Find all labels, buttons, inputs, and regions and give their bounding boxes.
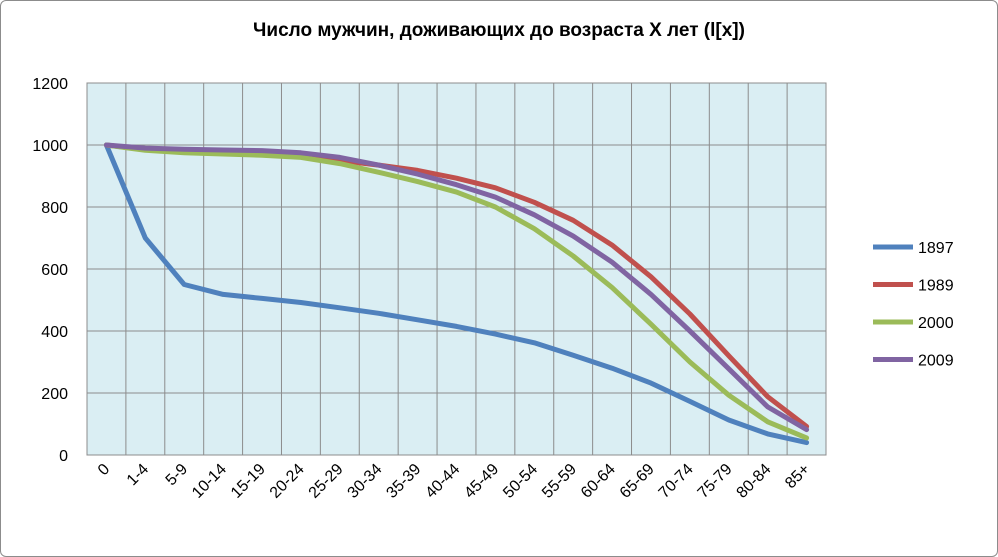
legend-label-1897: 1897 <box>918 240 954 257</box>
y-axis-ticks: 0 200 400 600 800 1000 1200 <box>32 76 68 465</box>
x-tick-label: 35-39 <box>383 461 424 502</box>
x-tick-label: 60-64 <box>578 461 619 502</box>
x-tick-label: 45-49 <box>461 461 502 502</box>
legend-label-2000: 2000 <box>918 315 954 332</box>
legend-label-1989: 1989 <box>918 278 954 295</box>
x-tick-label: 50-54 <box>500 461 541 502</box>
series-line-2009 <box>103 142 810 433</box>
x-tick-label: 65-69 <box>617 461 658 502</box>
series-line-1897 <box>103 142 810 446</box>
x-axis-ticks: 0 1-4 5-910-1415-1920-2425-2930-3435-3940-… <box>95 461 813 502</box>
legend-label-2009: 2009 <box>918 353 954 370</box>
y-tick-label: 400 <box>41 324 68 341</box>
x-tick-label: 15-19 <box>228 461 269 502</box>
gridlines <box>86 82 827 456</box>
x-tick-label: 25-29 <box>306 461 347 502</box>
x-tick-label: 1-4 <box>124 461 152 489</box>
x-tick-label: 80-84 <box>734 461 775 502</box>
y-tick-label: 200 <box>41 386 68 403</box>
x-tick-label: 20-24 <box>267 461 308 502</box>
x-tick-label: 85+ <box>782 461 813 492</box>
x-tick-label: 55-59 <box>539 461 580 502</box>
y-tick-label: 1200 <box>32 76 68 93</box>
x-tick-label: 30-34 <box>345 461 386 502</box>
chart-title: Число мужчин, доживающих до возраста X л… <box>253 20 745 41</box>
x-tick-label: 10-14 <box>189 461 230 502</box>
y-tick-label: 600 <box>41 262 68 279</box>
x-tick-label: 5-9 <box>163 461 191 489</box>
y-tick-label: 0 <box>59 448 68 465</box>
x-tick-label: 0 <box>95 461 113 479</box>
x-tick-label: 75-79 <box>695 461 736 502</box>
y-tick-label: 800 <box>41 200 68 217</box>
x-tick-label: 70-74 <box>656 461 697 502</box>
x-tick-label: 40-44 <box>422 461 463 502</box>
y-tick-label: 1000 <box>32 138 68 155</box>
legend: 1897 1989 2000 2009 <box>873 240 954 370</box>
series-lines <box>103 142 810 446</box>
series-line-2000 <box>103 142 810 441</box>
